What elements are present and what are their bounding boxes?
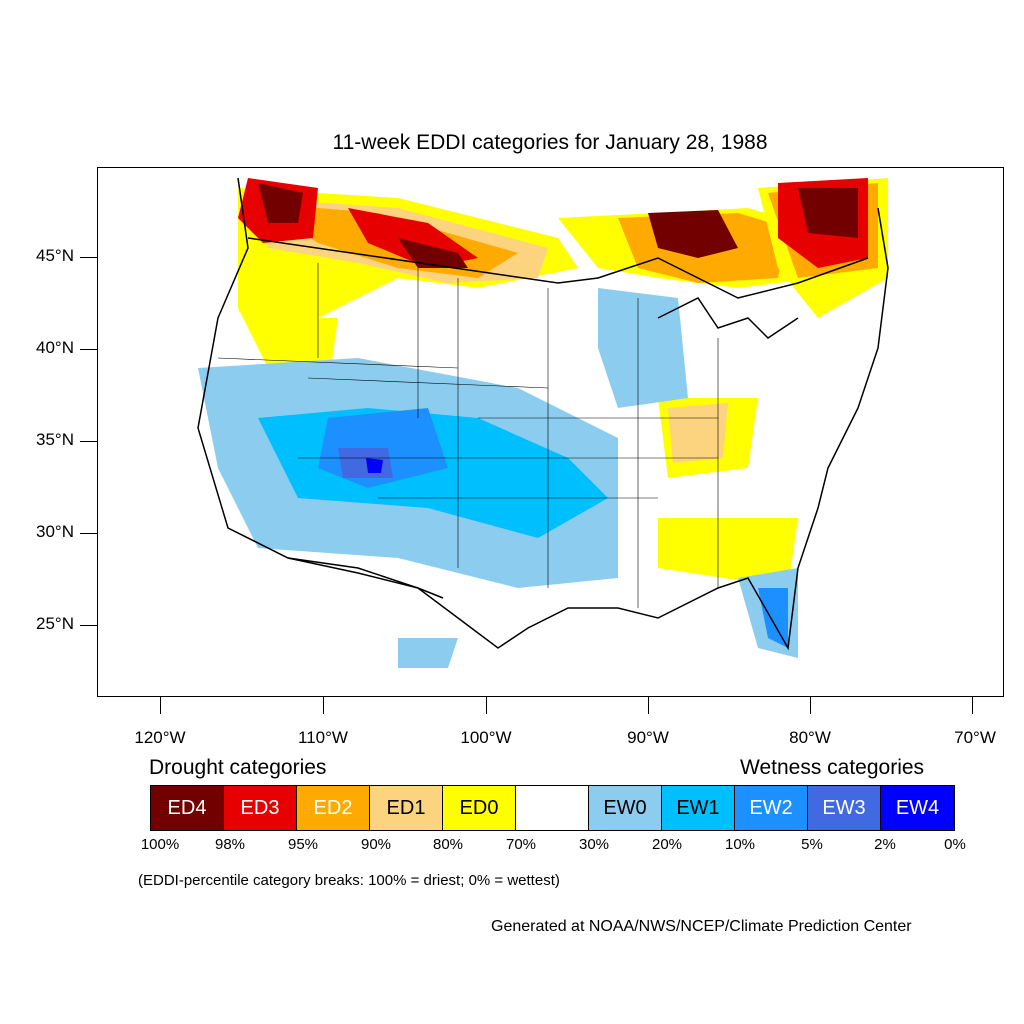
ew0-mexico [398,638,458,668]
lon-tick-100 [486,697,487,714]
pct-label: 70% [505,836,537,853]
ed4-minnesota [648,210,738,258]
great-lakes [657,297,799,339]
lon-label-80: 80°W [789,728,831,747]
drought-heading: Drought categories [149,756,327,779]
legend-ew1: EW1 [662,786,735,830]
pct-label: 95% [287,836,319,853]
lon-label-90: 90°W [627,728,669,747]
pct-label: 2% [874,836,896,853]
ew4-arizona [366,458,383,473]
legend-ed0: ED0 [443,786,516,830]
legend-ed4: ED4 [151,786,224,830]
lon-tick-110 [323,697,324,714]
lat-tick-30 [80,533,97,534]
pct-label: 100% [140,836,180,853]
wetness-regions [198,288,798,668]
pct-label: 80% [432,836,464,853]
pct-label: 5% [801,836,823,853]
canada-border [247,237,869,299]
legend-ed3: ED3 [224,786,297,830]
wetness-heading: Wetness categories [740,756,925,779]
ew0-great-lakes [598,288,688,408]
pct-label: 20% [651,836,683,853]
mexico-border [287,557,444,599]
lon-label-100: 100°W [460,728,512,747]
ew3-arizona [338,448,393,478]
ed4-montana [398,238,468,268]
legend-normal [516,786,589,830]
legend-ed2: ED2 [297,786,370,830]
pct-label: 0% [944,836,966,853]
eddi-map [97,167,1004,697]
lat-label-25: 25°N [36,614,74,633]
boundaries [197,177,889,651]
map-title: 11-week EDDI categories for January 28, … [332,131,768,154]
pct-label: 30% [578,836,610,853]
lat-label-30: 30°N [36,522,74,541]
lon-tick-120 [160,697,161,714]
pct-label: 10% [724,836,756,853]
legend-ew0: EW0 [589,786,662,830]
lat-tick-35 [80,441,97,442]
lon-label-120: 120°W [134,728,186,747]
credit-line: Generated at NOAA/NWS/NCEP/Climate Predi… [491,918,912,935]
lat-tick-40 [80,349,97,350]
percentile-note: (EDDI-percentile category breaks: 100% =… [138,872,560,889]
lat-label-40: 40°N [36,338,74,357]
lon-label-70: 70°W [954,728,996,747]
ed0-southeast [658,518,798,588]
category-legend: ED4 ED3 ED2 ED1 ED0 EW0 EW1 EW2 EW3 EW4 [150,785,955,831]
lon-tick-80 [810,697,811,714]
legend-ed1: ED1 [370,786,443,830]
ed4-northeast [798,188,858,238]
lon-tick-90 [648,697,649,714]
legend-ew4: EW4 [881,786,954,830]
pct-label: 98% [214,836,246,853]
pct-label: 90% [360,836,392,853]
lat-label-35: 35°N [36,430,74,449]
lon-tick-70 [972,697,973,714]
lat-tick-45 [80,257,97,258]
legend-ew2: EW2 [735,786,808,830]
lat-label-45: 45°N [36,246,74,265]
us-outline [197,177,889,651]
map-canvas [197,177,889,668]
ed4-northwest [258,183,303,223]
lat-tick-25 [80,625,97,626]
legend-ew3: EW3 [808,786,881,830]
lon-label-110: 110°W [298,728,348,747]
ew2-florida [758,588,788,648]
state-lines [217,263,719,608]
ed1-ohio-valley [668,403,728,463]
